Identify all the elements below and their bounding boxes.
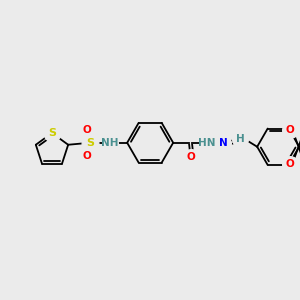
Text: O: O	[187, 152, 196, 162]
Text: S: S	[48, 128, 56, 138]
Text: O: O	[285, 124, 294, 135]
Text: N: N	[219, 138, 227, 148]
Text: O: O	[285, 159, 294, 169]
Text: O: O	[83, 125, 92, 135]
Text: S: S	[86, 138, 94, 148]
Text: HN: HN	[198, 138, 216, 148]
Text: O: O	[83, 151, 92, 161]
Text: H: H	[236, 134, 244, 144]
Text: NH: NH	[101, 138, 119, 148]
